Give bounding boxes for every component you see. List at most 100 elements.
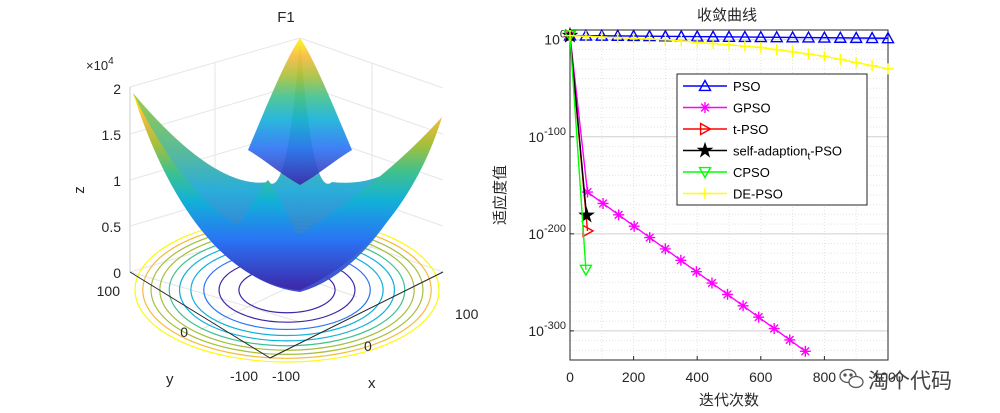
data-point: [834, 53, 846, 65]
series-cpso: [563, 30, 593, 277]
z-tick-label: 2: [113, 81, 121, 97]
x-axis-label: 迭代次数: [699, 391, 759, 409]
data-point: [753, 311, 765, 323]
x-ticks: -100 0 100: [272, 306, 479, 384]
data-point: [579, 264, 593, 277]
x-tick-label: 100: [455, 306, 479, 322]
data-point: [850, 57, 862, 69]
data-point: [882, 63, 894, 75]
data-point: [770, 30, 784, 43]
legend-item: t-PSO: [683, 122, 768, 137]
data-point: [659, 34, 671, 46]
x-tick-label: 0: [364, 338, 372, 354]
z-scale-label: ×104: [86, 56, 114, 73]
x-tick-label: 600: [749, 369, 773, 385]
series-line: [569, 35, 587, 270]
data-point: [580, 30, 592, 42]
y-axis-label: y: [166, 371, 174, 388]
y-axis-label: 适应度值: [491, 165, 509, 225]
watermark: 淘个代码: [839, 368, 952, 393]
series-line: [569, 35, 588, 216]
surface-far-lobe: [248, 38, 352, 185]
x-tick-label: 200: [622, 369, 646, 385]
legend-label: CPSO: [733, 165, 770, 180]
data-point: [581, 186, 593, 198]
series-line: [569, 34, 889, 39]
series-gpso: [564, 30, 811, 357]
y-tick-label: 10-300: [528, 320, 566, 339]
x-tick-label: -100: [272, 368, 300, 384]
data-point: [582, 224, 595, 238]
data-point: [803, 48, 814, 60]
data-point: [691, 36, 703, 48]
z-tick-label: 1: [113, 173, 121, 189]
data-point: [723, 39, 735, 51]
y-tick-label: 0: [180, 324, 188, 340]
data-point: [865, 31, 879, 44]
y-ticks: 100 10-100 10-200 10-300: [528, 29, 574, 339]
axes-edges: [129, 271, 444, 359]
series-pso: [563, 28, 895, 44]
z-axis-label: z: [71, 186, 88, 194]
chart-title: 收敛曲线: [697, 6, 757, 24]
legend-item: PSO: [683, 79, 760, 94]
watermark-text: 淘个代码: [868, 369, 952, 393]
legend-item: self-adaptiont-PSO: [683, 141, 842, 163]
data-point: [644, 232, 656, 244]
y-tick-label: 100: [97, 283, 121, 299]
wechat-icon: [839, 368, 864, 389]
y-tick-label: 10-200: [528, 223, 566, 242]
series-de-pso: [564, 30, 894, 75]
x-ticks: 0 200 400 600 800 1000: [566, 356, 904, 385]
data-point: [644, 33, 655, 45]
data-point: [722, 288, 734, 300]
x-tick-label: 400: [686, 369, 710, 385]
x-tick-label: 0: [566, 369, 574, 385]
data-point: [628, 32, 640, 44]
data-point: [612, 32, 624, 44]
data-point: [597, 197, 609, 209]
data-point: [675, 35, 687, 47]
y-tick-label: 10-100: [528, 126, 566, 145]
legend-marker: [698, 79, 712, 92]
x-axis-label: x: [368, 375, 376, 392]
legend-item: GPSO: [683, 101, 771, 116]
data-point: [866, 60, 878, 72]
data-point: [628, 220, 640, 232]
surface-front: [133, 93, 442, 290]
legend-marker: [699, 122, 712, 136]
data-point: [707, 38, 719, 50]
data-point: [818, 50, 830, 62]
legend-marker: [696, 141, 714, 158]
legend-marker: [698, 166, 712, 179]
y-ticks: 100 0 -100: [97, 283, 259, 384]
legend-label: GPSO: [733, 101, 771, 116]
legend-marker: [699, 188, 711, 199]
data-point: [881, 31, 895, 44]
data-point: [784, 334, 796, 346]
data-point: [659, 243, 671, 255]
series-layer: [561, 26, 895, 357]
data-point: [690, 266, 702, 278]
legend-item: CPSO: [683, 165, 770, 180]
z-tick-label: 0: [113, 265, 121, 281]
chart-title: F1: [277, 9, 295, 26]
legend-label: t-PSO: [733, 122, 768, 137]
data-point: [801, 30, 816, 43]
z-ticks: 2 1.5 1 0.5 0: [102, 81, 122, 281]
data-point: [564, 30, 576, 42]
data-point: [768, 323, 780, 335]
surface-plot: 2 1.5 1 0.5 0 ×104 z 100 0 -100 y -100 0…: [71, 9, 479, 392]
data-point: [596, 31, 608, 43]
legend-label: DE-PSO: [733, 187, 783, 202]
data-point: [799, 345, 811, 357]
data-point: [785, 30, 800, 43]
legend-label: PSO: [733, 79, 760, 94]
z-tick-label: 1.5: [102, 127, 122, 143]
data-point: [817, 30, 832, 43]
legend-item: DE-PSO: [683, 187, 783, 202]
data-point: [739, 40, 751, 52]
data-point: [737, 300, 749, 312]
data-point: [771, 44, 783, 56]
